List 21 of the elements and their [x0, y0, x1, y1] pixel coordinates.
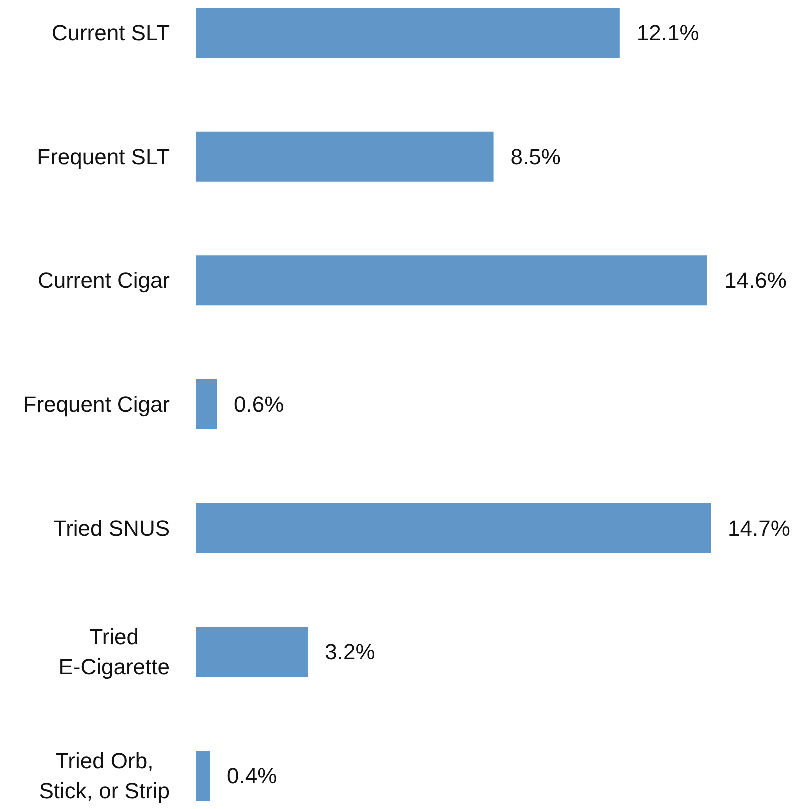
data-label: 12.1%: [636, 20, 700, 46]
bar: [196, 256, 708, 306]
y-tick-label: Tried Orb, Stick, or Strip: [39, 748, 170, 804]
bar: [196, 627, 308, 678]
data-label: 14.7%: [728, 516, 790, 541]
bar: [196, 503, 711, 554]
y-tick-label: Current SLT: [52, 20, 170, 46]
data-label: 14.6%: [724, 268, 787, 294]
bar: [196, 751, 210, 801]
data-label: 8.5%: [510, 144, 561, 170]
y-tick-label: Tried E-Cigarette: [58, 624, 170, 680]
bar: [196, 132, 494, 182]
bar: [196, 380, 218, 430]
data-label: 0.6%: [234, 392, 284, 417]
bar: [196, 8, 620, 58]
y-tick-label: Frequent SLT: [37, 144, 170, 170]
y-tick-label: Frequent Cigar: [23, 392, 170, 417]
data-label: 3.2%: [325, 640, 376, 665]
data-label: 0.4%: [227, 764, 278, 788]
y-tick-label: Current Cigar: [38, 268, 170, 294]
y-tick-label: Tried SNUS: [53, 516, 170, 541]
